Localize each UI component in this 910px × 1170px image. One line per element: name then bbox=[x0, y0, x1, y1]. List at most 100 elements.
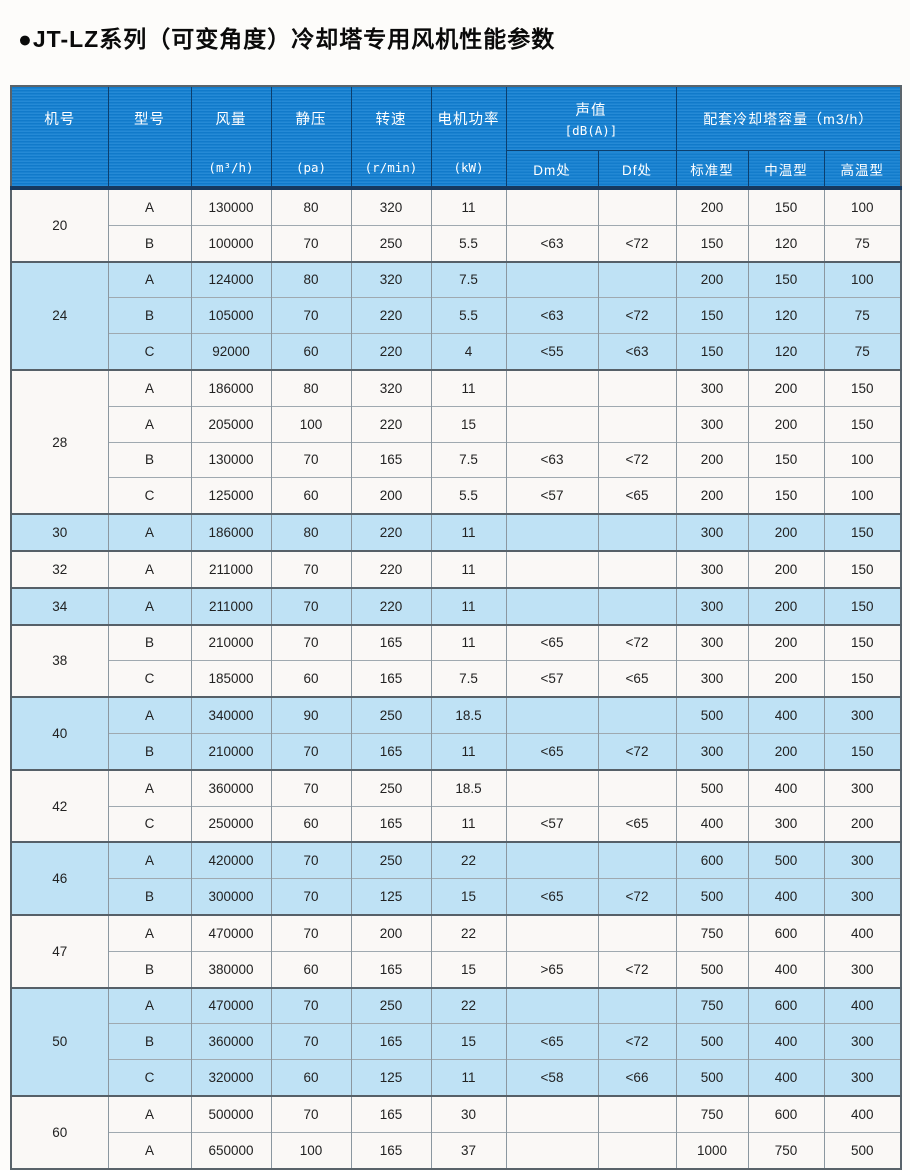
cell-standard: 150 bbox=[675, 297, 749, 334]
cell-dm bbox=[505, 913, 599, 952]
cell-static-pressure: 80 bbox=[270, 260, 352, 298]
cell-model: A bbox=[107, 913, 192, 952]
cell-medium: 120 bbox=[747, 297, 825, 334]
col-header-unit: (pa) bbox=[295, 160, 327, 175]
cell-static-pressure: 70 bbox=[270, 986, 352, 1024]
cell-speed: 165 bbox=[350, 950, 432, 988]
cell-model: B bbox=[107, 224, 192, 262]
col-header-unit bbox=[12, 150, 108, 185]
cell-dm: <57 bbox=[505, 805, 599, 843]
machine-no-cell: 40 bbox=[10, 696, 109, 770]
sound-group-label: 声值 bbox=[575, 103, 607, 119]
col-header-unit bbox=[109, 150, 191, 185]
cell-medium: 300 bbox=[747, 805, 825, 843]
cell-dm: >65 bbox=[505, 950, 599, 988]
table-row: 40 A 340000 90 250 18.5 500 400 300 bbox=[10, 696, 902, 770]
cell-static-pressure: 100 bbox=[270, 1131, 352, 1169]
table-row: C 320000 60 125 11 <58 <66 500 400 300 bbox=[11, 1059, 902, 1096]
cell-airflow: 105000 bbox=[190, 297, 272, 334]
cell-high: 150 bbox=[823, 623, 902, 661]
cell-high: 400 bbox=[823, 1094, 902, 1133]
cell-high: 300 bbox=[823, 696, 902, 734]
cell-df bbox=[597, 913, 677, 952]
cell-airflow: 124000 bbox=[190, 260, 272, 298]
cell-df bbox=[597, 260, 677, 298]
cell-speed: 220 bbox=[350, 586, 432, 625]
machine-no-cell: 47 bbox=[10, 913, 109, 988]
cell-static-pressure: 70 bbox=[270, 1023, 352, 1060]
cell-speed: 320 bbox=[350, 186, 432, 226]
cell-high: 75 bbox=[823, 297, 902, 334]
col-header-unit: (r/min) bbox=[364, 160, 418, 175]
cell-static-pressure: 90 bbox=[270, 696, 352, 734]
cell-standard: 500 bbox=[675, 950, 749, 988]
machine-no-cell: 42 bbox=[10, 768, 109, 843]
cell-model: A bbox=[107, 1131, 192, 1169]
cell-standard: 500 bbox=[675, 1059, 749, 1096]
cell-medium: 200 bbox=[747, 405, 825, 443]
cell-medium: 600 bbox=[747, 1094, 825, 1133]
cell-high: 400 bbox=[823, 913, 902, 952]
table-row: C 250000 60 165 11 <57 <65 400 300 200 bbox=[11, 805, 902, 843]
cell-speed: 165 bbox=[350, 1131, 432, 1169]
cell-medium: 500 bbox=[747, 841, 825, 879]
cell-dm bbox=[505, 260, 599, 298]
cell-static-pressure: 70 bbox=[270, 913, 352, 952]
cell-static-pressure: 70 bbox=[270, 1094, 352, 1133]
cell-high: 100 bbox=[823, 186, 902, 226]
cell-speed: 165 bbox=[350, 1094, 432, 1133]
cell-df: <72 bbox=[597, 878, 677, 915]
cell-high: 150 bbox=[823, 405, 902, 443]
cell-speed: 200 bbox=[350, 477, 432, 515]
cell-static-pressure: 60 bbox=[270, 950, 352, 988]
cell-df bbox=[597, 405, 677, 443]
table-row: C 92000 60 220 4 <55 <63 150 120 75 bbox=[11, 333, 902, 370]
cell-standard: 750 bbox=[675, 986, 749, 1024]
cell-df bbox=[597, 841, 677, 879]
cell-power: 11 bbox=[430, 1059, 507, 1096]
cell-dm: <57 bbox=[505, 660, 599, 698]
machine-no-cell: 46 bbox=[10, 841, 109, 915]
cell-dm bbox=[505, 368, 599, 407]
cell-high: 300 bbox=[823, 1059, 902, 1096]
cell-dm: <58 bbox=[505, 1059, 599, 1096]
document-page: ●JT-LZ系列（可变角度）冷却塔专用风机性能参数 机号 型号 风量 (m³/ bbox=[10, 26, 903, 1170]
cell-speed: 125 bbox=[350, 1059, 432, 1096]
cell-medium: 600 bbox=[747, 986, 825, 1024]
col-header-label: 静压 bbox=[295, 112, 327, 128]
cell-high: 75 bbox=[823, 224, 902, 262]
cell-airflow: 340000 bbox=[190, 696, 272, 734]
cell-df: <72 bbox=[597, 732, 677, 770]
cell-speed: 220 bbox=[350, 333, 432, 370]
cell-model: C bbox=[107, 660, 192, 698]
table-row: 20 A 130000 80 320 11 200 150 100 bbox=[10, 186, 902, 262]
cell-medium: 150 bbox=[747, 477, 825, 515]
table-row: B 360000 70 165 15 <65 <72 500 400 300 bbox=[11, 1023, 902, 1060]
cell-standard: 200 bbox=[675, 477, 749, 515]
cell-high: 100 bbox=[823, 260, 902, 298]
cell-dm: <65 bbox=[505, 1023, 599, 1060]
cell-dm: <63 bbox=[505, 224, 599, 262]
cell-speed: 165 bbox=[350, 623, 432, 661]
cell-standard: 200 bbox=[675, 441, 749, 478]
cell-dm bbox=[505, 696, 599, 734]
cell-airflow: 92000 bbox=[190, 333, 272, 370]
cell-medium: 200 bbox=[747, 368, 825, 407]
col-header-label: 机号 bbox=[44, 112, 76, 128]
table-row: 50 A 470000 70 250 22 750 600 400 bbox=[10, 986, 902, 1096]
cell-speed: 125 bbox=[350, 878, 432, 915]
table-row: 34 A 211000 70 220 11 300 200 150 bbox=[10, 586, 902, 625]
cell-standard: 300 bbox=[675, 732, 749, 770]
cell-high: 100 bbox=[823, 441, 902, 478]
cell-power: 22 bbox=[430, 986, 507, 1024]
col-header-label: 转速 bbox=[375, 112, 407, 128]
cell-power: 15 bbox=[430, 878, 507, 915]
cell-dm bbox=[505, 586, 599, 625]
cell-df: <72 bbox=[597, 623, 677, 661]
cell-medium: 120 bbox=[747, 333, 825, 370]
cell-standard: 150 bbox=[675, 224, 749, 262]
cell-df: <72 bbox=[597, 1023, 677, 1060]
cell-power: 11 bbox=[430, 368, 507, 407]
cell-df bbox=[597, 368, 677, 407]
cell-airflow: 470000 bbox=[190, 913, 272, 952]
